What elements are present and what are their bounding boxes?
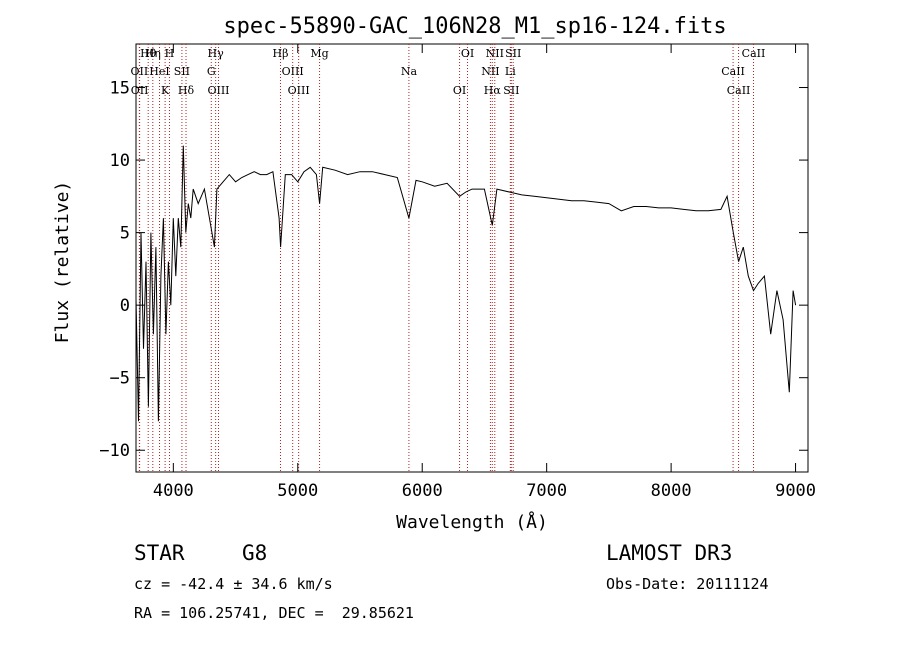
line-label-26: CaII [727, 84, 751, 97]
line-label-16: Na [401, 65, 418, 78]
x-tick-label-5: 9000 [775, 481, 816, 501]
x-tick-label-2: 6000 [402, 481, 443, 501]
line-label-2: OII [131, 84, 149, 97]
x-tick-label-3: 7000 [526, 481, 567, 501]
x-tick-label-1: 5000 [277, 481, 318, 501]
line-label-4: HeI [149, 65, 169, 78]
line-label-24: SII [505, 47, 521, 60]
line-label-18: OI [461, 47, 474, 60]
y-tick-label-4: 10 [110, 151, 130, 171]
object-class: STAR [134, 541, 185, 565]
y-axis-label: Flux (relative) [52, 181, 73, 344]
spectral-line-markers [138, 44, 754, 472]
survey-name: LAMOST DR3 [606, 541, 733, 565]
y-axis-ticks: −10 −5 0 5 10 15 [99, 79, 808, 461]
line-label-19: NII [481, 65, 499, 78]
y-tick-label-5: 15 [110, 79, 130, 99]
x-axis-label: Wavelength (Å) [396, 511, 548, 533]
line-label-7: SII [174, 65, 190, 78]
line-label-8: Hδ [178, 84, 195, 97]
x-tick-label-0: 4000 [153, 481, 194, 501]
line-label-14: OIII [288, 84, 310, 97]
line-label-22: Li [505, 65, 516, 78]
y-tick-label-2: 0 [120, 296, 130, 316]
line-label-25: CaII [721, 65, 745, 78]
line-label-27: CaII [742, 47, 766, 60]
line-label-0: Hθ [140, 47, 157, 60]
redshift-info: cz = -42.4 ± 34.6 km/s [134, 575, 333, 593]
line-label-13: OIII [282, 65, 304, 78]
coordinates: RA = 106.25741, DEC = 29.85621 [134, 604, 414, 622]
line-label-6: H [165, 47, 175, 60]
line-label-12: Hβ [273, 47, 289, 60]
line-label-1: OII [131, 65, 149, 78]
line-label-15: Mg [310, 47, 328, 60]
line-label-11: OIII [207, 84, 229, 97]
y-tick-label-3: 5 [120, 224, 130, 244]
y-tick-label-0: −10 [99, 441, 130, 461]
line-label-20: Hα [484, 84, 502, 97]
spectral-line-labels: Hθ OII OII Hη HeI K H SII Hδ Hγ G OIII Hβ OIII OIII Mg N… [131, 47, 766, 97]
line-label-10: G [207, 65, 216, 78]
observation-date: Obs-Date: 20111124 [606, 575, 769, 593]
chart-title: spec-55890-GAC_106N28_M1_sp16-124.fits [223, 14, 726, 39]
line-label-5: K [161, 84, 170, 97]
line-label-9: Hγ [208, 47, 225, 60]
line-label-3: Hη [145, 47, 161, 60]
y-tick-label-1: −5 [110, 369, 130, 389]
x-axis-ticks: 4000 5000 6000 7000 8000 9000 [153, 44, 816, 501]
x-tick-label-4: 8000 [651, 481, 692, 501]
plot-area [135, 43, 809, 473]
spectral-subclass: G8 [242, 541, 268, 565]
spectrum-line [135, 145, 797, 422]
line-label-21: NII [486, 47, 504, 60]
line-label-23: SII [503, 84, 519, 97]
line-label-17: OI [453, 84, 466, 97]
